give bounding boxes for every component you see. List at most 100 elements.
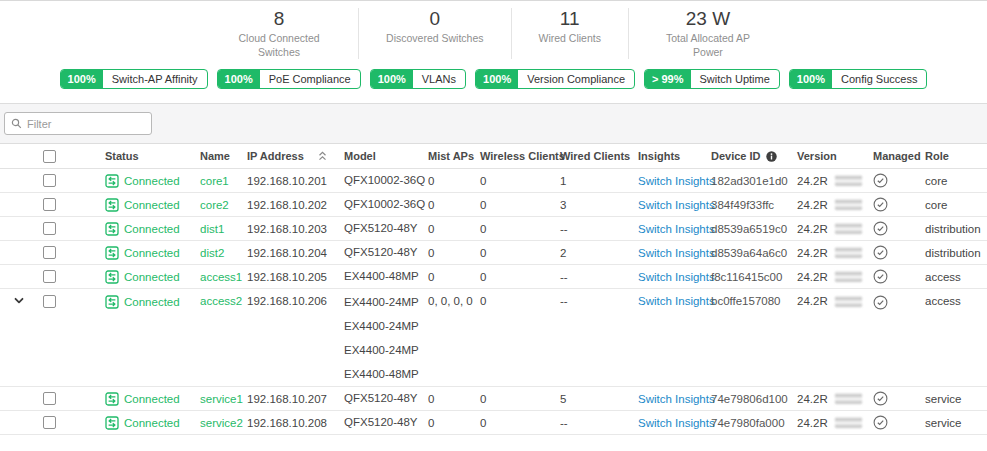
switch-name-link[interactable]: access1 [200,271,242,283]
switch-name-link[interactable]: dist2 [200,247,224,259]
row-select-cell [38,242,98,263]
status-label: Connected [124,417,180,429]
badge-label: Switch-AP Affinity [103,70,207,88]
sort-ascending-icon[interactable] [318,151,327,161]
table-row[interactable]: Connected access2 192.168.10.206 EX4400-… [0,289,987,387]
table-row[interactable]: Connected dist2 192.168.10.204 QFX5120-4… [0,241,987,265]
row-checkbox[interactable] [43,198,56,211]
table-row[interactable]: Connected core1 192.168.10.201 QFX10002-… [0,169,987,193]
header-name[interactable]: Name [193,146,240,166]
mist-aps-cell: 0, 0, 0, 0 [421,289,473,311]
info-icon[interactable] [766,151,777,162]
wireless-clients-cell: 0 [473,267,553,287]
device-id-cell: 74e79806d100 [704,389,790,409]
row-checkbox[interactable] [43,174,56,187]
ip-address-cell: 192.168.10.201 [240,171,337,191]
model-line: EX4400-24MP [344,343,417,358]
managed-check-icon [873,415,888,430]
badge-switch-uptime[interactable]: > 99% Switch Uptime [644,69,780,89]
status-label: Connected [124,393,180,405]
managed-cell [866,265,918,288]
row-checkbox[interactable] [43,392,56,405]
badge-label: VLANs [413,70,465,88]
summary-section: 8 Cloud Connected Switches 0 Discovered … [0,1,987,104]
managed-cell [866,411,918,434]
expand-chevron-icon[interactable] [13,295,25,307]
row-checkbox[interactable] [43,222,56,235]
role-cell: core [918,195,987,215]
redacted-version-blur [835,271,862,282]
search-icon [11,118,22,129]
row-checkbox[interactable] [43,295,56,308]
switch-name-link[interactable]: access2 [200,295,242,307]
badge-percent: > 99% [645,70,691,88]
stat-total-allocated-ap-power: 23 W Total Allocated AP Power [628,8,787,59]
stat-label: Total Allocated AP Power [656,32,760,59]
redacted-version-blur [835,199,862,210]
switch-name-link[interactable]: core1 [200,175,229,187]
table-row[interactable]: Connected access1 192.168.10.205 EX4400-… [0,265,987,289]
switch-name-link[interactable]: core2 [200,199,229,211]
switch-name-link[interactable]: service1 [200,393,243,405]
row-select-cell [38,412,98,433]
header-insights[interactable]: Insights [631,146,704,166]
redacted-version-blur [835,296,862,307]
badge-percent: 100% [476,70,518,88]
badge-vlans[interactable]: 100% VLANs [370,69,466,89]
stat-value: 11 [539,8,601,30]
row-checkbox[interactable] [43,246,56,259]
select-all-checkbox[interactable] [43,150,56,163]
mist-aps-cell: 0 [421,219,473,239]
header-mist-aps[interactable]: Mist APs [421,146,473,166]
filter-box[interactable] [4,112,152,135]
badge-poe-compliance[interactable]: 100% PoE Compliance [217,69,361,89]
managed-check-icon [873,245,888,260]
table-row[interactable]: Connected dist1 192.168.10.203 QFX5120-4… [0,217,987,241]
table-row[interactable]: Connected service1 192.168.10.207 QFX512… [0,387,987,411]
table-row[interactable]: Connected service2 192.168.10.208 QFX512… [0,411,987,435]
stat-value: 8 [227,8,331,30]
managed-check-icon [873,295,888,310]
device-id-cell: bc0ffe157080 [704,289,790,311]
compliance-badges: 100% Switch-AP Affinity 100% PoE Complia… [0,69,987,89]
row-checkbox[interactable] [43,416,56,429]
expander-cell [0,395,38,403]
version-prefix: 24.2R [797,271,828,283]
managed-cell [866,217,918,240]
model-line: QFX10002-36Q [344,173,417,188]
expander-cell [0,177,38,185]
header-select-all[interactable] [38,146,98,167]
header-wired-clients[interactable]: Wired Clients [553,146,631,166]
header-device-id[interactable]: Device ID [704,146,790,166]
badge-switch-ap-affinity[interactable]: 100% Switch-AP Affinity [60,69,208,89]
role-cell: access [918,267,987,287]
stat-value: 23 W [656,8,760,30]
header-version[interactable]: Version [790,146,866,166]
badge-percent: 100% [61,70,103,88]
status-cell: Connected [98,289,193,313]
header-model[interactable]: Model [337,146,421,166]
switch-name-link[interactable]: dist1 [200,223,224,235]
header-wireless-clients[interactable]: Wireless Clients [473,146,553,166]
mist-aps-cell: 0 [421,243,473,263]
switches-page: 8 Cloud Connected Switches 0 Discovered … [0,0,987,451]
status-cell: Connected [98,218,193,240]
header-status[interactable]: Status [98,146,193,166]
managed-check-icon [873,269,888,284]
row-checkbox[interactable] [43,270,56,283]
status-cell: Connected [98,242,193,264]
header-ip-address[interactable]: IP Address [240,146,337,166]
model-cell: EX4400-24MPEX4400-24MPEX4400-24MPEX4400-… [337,289,421,386]
version-cell: 24.2R [790,171,866,191]
badge-version-compliance[interactable]: 100% Version Compliance [475,69,635,89]
device-id-cell: 74e7980fa000 [704,413,790,433]
wired-clients-cell: -- [553,413,631,433]
switch-name-link[interactable]: service2 [200,417,243,429]
model-line: QFX5120-48Y [344,415,417,430]
version-prefix: 24.2R [797,223,828,235]
header-role[interactable]: Role [918,146,987,166]
header-managed[interactable]: Managed [866,146,918,166]
filter-input[interactable] [27,118,145,130]
badge-config-success[interactable]: 100% Config Success [789,69,928,89]
table-row[interactable]: Connected core2 192.168.10.202 QFX10002-… [0,193,987,217]
